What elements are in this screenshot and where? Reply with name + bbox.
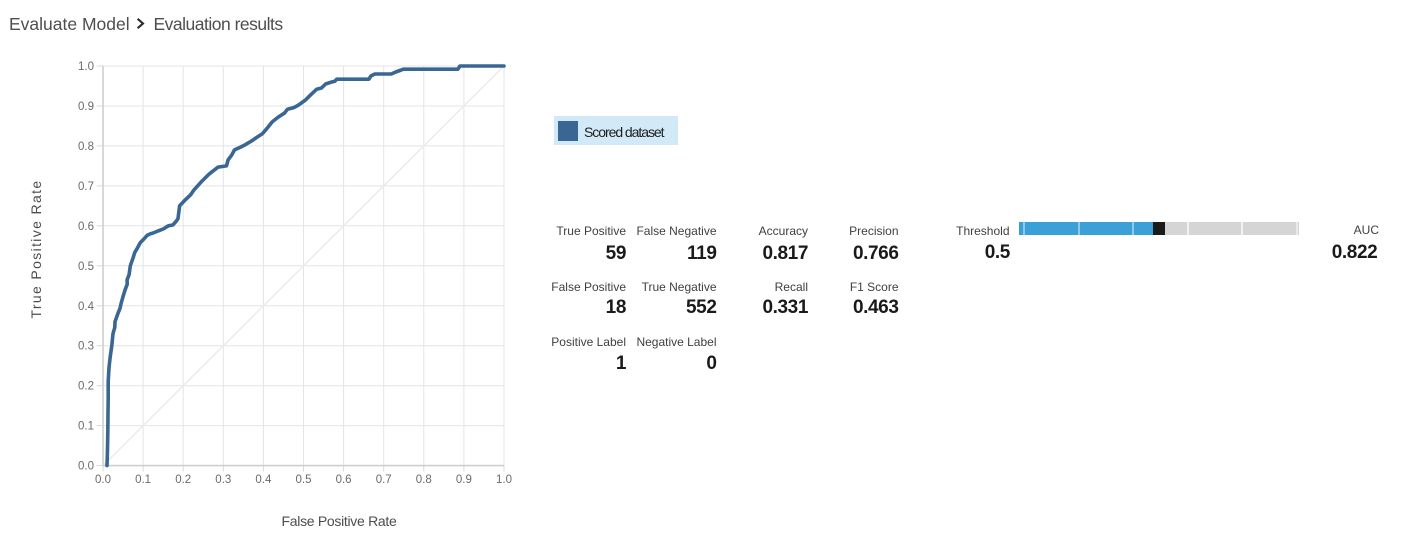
svg-text:0.8: 0.8: [416, 474, 432, 486]
svg-text:0.1: 0.1: [78, 421, 94, 433]
svg-text:0.3: 0.3: [215, 474, 231, 486]
svg-text:1.0: 1.0: [496, 474, 512, 486]
svg-text:0.3: 0.3: [78, 341, 94, 353]
svg-text:0.2: 0.2: [175, 474, 191, 486]
svg-text:0.4: 0.4: [255, 474, 272, 486]
svg-text:0.6: 0.6: [78, 221, 94, 233]
svg-text:0.5: 0.5: [78, 261, 94, 273]
svg-text:0.4: 0.4: [78, 301, 95, 313]
svg-text:0.0: 0.0: [95, 474, 111, 486]
svg-text:True Positive Rate: True Positive Rate: [28, 180, 44, 319]
svg-text:0.8: 0.8: [78, 141, 94, 153]
svg-text:False Positive Rate: False Positive Rate: [282, 513, 397, 529]
svg-text:0.6: 0.6: [336, 474, 352, 486]
svg-text:0.9: 0.9: [78, 101, 94, 113]
svg-text:0.2: 0.2: [78, 381, 94, 393]
svg-text:0.0: 0.0: [78, 461, 94, 473]
svg-text:1.0: 1.0: [78, 61, 94, 73]
svg-text:0.5: 0.5: [296, 474, 312, 486]
svg-text:0.1: 0.1: [135, 474, 151, 486]
svg-text:0.7: 0.7: [376, 474, 392, 486]
svg-text:0.7: 0.7: [78, 181, 94, 193]
svg-text:0.9: 0.9: [456, 474, 472, 486]
